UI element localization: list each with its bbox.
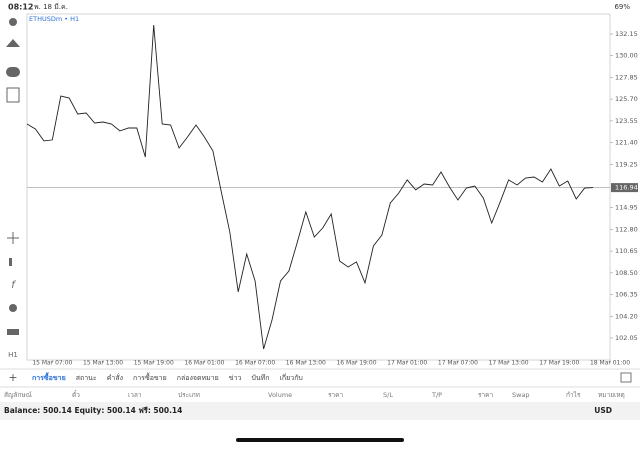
y-tick-label: 108.50	[615, 269, 638, 277]
y-tick-label: 114.95	[615, 204, 638, 212]
y-tick-label: 125.70	[615, 95, 638, 103]
price-line	[26, 24, 594, 350]
column-header: เวลา	[128, 391, 142, 399]
y-tick-label: 112.80	[615, 225, 638, 233]
x-tick-label: 16 Mar 01:00	[184, 360, 224, 367]
x-tick-label: 16 Mar 13:00	[286, 360, 326, 367]
x-tick-label: 17 Mar 13:00	[489, 360, 529, 367]
current-price-label: 116.94	[615, 184, 638, 192]
current-price-box	[611, 183, 638, 193]
column-header: ตั๋ว	[72, 390, 80, 399]
left-toolbar: f H1	[6, 18, 20, 359]
x-tick-label: 16 Mar 07:00	[235, 360, 275, 367]
timeframe-icon[interactable]: H1	[8, 351, 18, 359]
candles-icon[interactable]	[9, 258, 12, 266]
x-tick-label: 15 Mar 19:00	[134, 360, 174, 367]
account-icon[interactable]	[9, 18, 17, 26]
y-tick-label: 104.20	[615, 312, 638, 320]
objects-icon[interactable]	[9, 304, 17, 312]
column-header: กำไร	[566, 391, 581, 399]
y-tick-label: 123.55	[615, 117, 638, 125]
status-date: พ. 18 มี.ค.	[34, 3, 68, 11]
tab[interactable]: บันทึก	[251, 373, 269, 382]
x-tick-label: 15 Mar 07:00	[32, 360, 72, 367]
column-header: หมายเหตุ	[598, 391, 625, 399]
account-bar	[0, 402, 640, 420]
chat-icon[interactable]	[6, 67, 20, 77]
y-tick-label: 127.85	[615, 73, 638, 81]
tab[interactable]: ข่าว	[229, 374, 242, 382]
y-tick-label: 102.05	[615, 334, 638, 342]
x-tick-label: 17 Mar 07:00	[438, 360, 478, 367]
crosshair-icon[interactable]	[7, 232, 19, 244]
tab[interactable]: การซื้อขาย	[32, 371, 66, 382]
add-button[interactable]: +	[8, 371, 17, 384]
column-header: Swap	[512, 391, 530, 399]
tab[interactable]: คำสั่ง	[107, 373, 123, 382]
y-tick-label: 121.40	[615, 139, 638, 147]
x-tick-label: 17 Mar 01:00	[387, 360, 427, 367]
account-currency: USD	[594, 406, 612, 415]
chart-title: ETHUSDm • H1	[29, 15, 79, 23]
account-summary: Balance: 500.14 Equity: 500.14 ฟรี: 500.…	[4, 406, 182, 415]
x-tick-label: 17 Mar 19:00	[539, 360, 579, 367]
tab[interactable]: การซื้อขาย	[133, 371, 167, 382]
status-time: 08:12	[8, 3, 33, 12]
column-header: T/P	[431, 391, 442, 399]
column-header: ประเภท	[178, 391, 200, 399]
y-tick-label: 132.15	[615, 30, 638, 38]
y-tick-label: 119.25	[615, 160, 638, 168]
column-header: ราคา	[478, 391, 493, 399]
home-indicator	[236, 438, 404, 442]
y-tick-label: 130.00	[615, 52, 638, 60]
column-header: ราคา	[328, 391, 343, 399]
x-tick-label: 18 Mar 01:00	[590, 360, 630, 367]
tab[interactable]: เกี่ยวกับ	[280, 373, 303, 382]
column-header: สัญลักษณ์	[4, 391, 32, 399]
panel-toggle[interactable]	[620, 372, 632, 383]
column-header: Volume	[268, 391, 292, 399]
status-battery: 69%	[614, 3, 630, 11]
column-header: S/L	[383, 391, 393, 399]
tab[interactable]: สถานะ	[76, 374, 97, 382]
indicator-icon[interactable]: f	[11, 280, 16, 291]
tab[interactable]: กล่องจดหมาย	[177, 374, 219, 382]
templates-icon[interactable]	[7, 329, 19, 335]
x-tick-label: 16 Mar 19:00	[336, 360, 376, 367]
x-tick-label: 15 Mar 13:00	[83, 360, 123, 367]
y-tick-label: 110.65	[615, 247, 638, 255]
y-tick-label: 106.35	[615, 291, 638, 299]
new-icon[interactable]	[6, 87, 20, 103]
plot-area	[26, 13, 611, 361]
trade-icon[interactable]	[6, 39, 20, 47]
